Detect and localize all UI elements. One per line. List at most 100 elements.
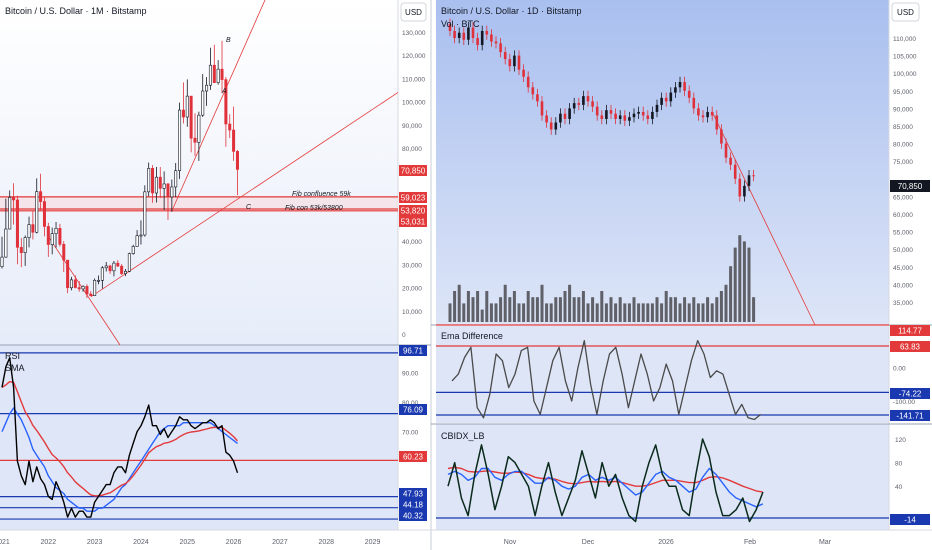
daily-candle-body: [591, 101, 594, 107]
volume-bar: [489, 303, 493, 322]
monthly-candle-body: [54, 228, 58, 234]
volume-bar: [535, 297, 539, 322]
cbidx-y-tick-label: 80: [895, 461, 903, 468]
ema-y-tick-label: -100.00: [893, 399, 915, 406]
annotation-fib-confluence: Fib confluence 59k: [292, 191, 351, 198]
volume-bar: [646, 303, 650, 322]
left-x-tick-label: 2028: [318, 539, 334, 546]
volume-bar: [604, 303, 608, 322]
right-x-tick-label: Mar: [819, 539, 832, 546]
cbidx-y-tick-label: 40: [895, 484, 903, 491]
monthly-candle-body: [158, 176, 162, 189]
left-fib-mid-price: 53,820: [401, 207, 426, 216]
monthly-candle-body: [27, 224, 31, 238]
daily-candle-body: [503, 52, 507, 60]
daily-candle-body: [628, 117, 631, 121]
right-chart-title: Bitcoin / U.S. Dollar · 1D · Bitstamp: [441, 6, 582, 16]
volume-bar: [494, 303, 498, 322]
daily-candle-body: [499, 43, 502, 53]
left-y-tick-label: 130,000: [402, 30, 426, 37]
daily-candle-body: [471, 27, 475, 38]
cbidx-red-ma-line: [447, 466, 764, 493]
monthly-candle-body: [85, 286, 89, 295]
volume-bar: [678, 303, 682, 322]
ema-level-mid: -74.22: [899, 390, 922, 399]
left-fib-lower-price: 53,031: [401, 218, 426, 227]
monthly-candle-body: [166, 183, 170, 198]
daily-candle-body: [517, 55, 521, 70]
monthly-candle-body: [104, 265, 108, 269]
left-y-tick-label: 10,000: [402, 309, 422, 316]
ema-pane-bg: [436, 326, 889, 423]
monthly-candle-body: [42, 201, 46, 227]
right-y-tick-label: 60,000: [893, 212, 913, 219]
daily-candle-body: [476, 38, 479, 46]
right-current-price-box: [890, 180, 930, 192]
volume-bar: [471, 297, 475, 322]
daily-candle-body: [536, 94, 539, 102]
left-currency-button[interactable]: USD: [400, 2, 427, 22]
rsi-level-upper: 76.09: [403, 406, 424, 415]
monthly-candle-body: [185, 95, 189, 118]
monthly-candle-body: [228, 123, 232, 131]
monthly-candle-body: [77, 287, 81, 290]
right-y-tick-label: 95,000: [893, 89, 913, 96]
annotation-point-b: B: [226, 37, 231, 44]
daily-candle-body: [522, 69, 525, 77]
monthly-candle-body: [205, 84, 209, 92]
left-current-price: 70,850: [401, 167, 426, 176]
right-currency-button[interactable]: USD: [891, 2, 920, 22]
volume-bar: [738, 235, 742, 322]
monthly-candle-body: [69, 279, 73, 289]
monthly-candle-body: [112, 262, 116, 272]
daily-candle-body: [531, 87, 535, 95]
monthly-candle-body: [35, 191, 39, 233]
daily-candle-body: [508, 59, 512, 67]
volume-bar: [568, 284, 572, 322]
daily-candle-body: [549, 122, 553, 130]
daily-candle-body: [453, 30, 456, 38]
volume-bar: [609, 297, 613, 322]
cbidx-line: [447, 438, 764, 523]
right-y-tick-label: 40,000: [893, 282, 913, 289]
level-lines-layer: [0, 0, 889, 520]
monthly-candle-body: [197, 114, 201, 143]
daily-candle-body: [720, 129, 723, 144]
volume-bar: [729, 266, 733, 322]
daily-candle-body: [563, 113, 567, 119]
daily-candle-body: [678, 82, 682, 88]
daily-candle-body: [683, 82, 686, 91]
rsi-level-low2: 44.18: [403, 501, 424, 510]
left-fib-upper-price: 59,023: [401, 194, 426, 203]
rsi-level-mid-box: [399, 451, 427, 462]
volume-bar: [549, 303, 553, 322]
daily-candle-body: [554, 122, 558, 130]
left-x-tick-label: 2022: [41, 539, 57, 546]
left-x-tick-label: 2024: [133, 539, 149, 546]
annotation-point-c: C: [246, 204, 252, 211]
volume-bar: [724, 284, 728, 322]
volume-bar: [572, 297, 576, 322]
monthly-candle-body: [66, 259, 70, 289]
monthly-candle-body: [212, 64, 216, 83]
monthly-candle-body: [23, 237, 27, 253]
volume-bar: [595, 303, 599, 322]
monthly-candle-body: [73, 279, 77, 288]
monthly-candle-body: [46, 226, 50, 245]
volume-bar: [466, 291, 470, 322]
cbidx-level-low-box: [890, 514, 930, 525]
monthly-candle-body: [143, 191, 147, 236]
right-y-tick-label: 35,000: [893, 300, 913, 307]
left-currency-label: USD: [405, 8, 422, 17]
volume-bar: [683, 297, 687, 322]
volume-bar: [457, 284, 461, 322]
daily-candle-body: [738, 178, 742, 197]
right-x-tick-label: Nov: [504, 539, 517, 546]
daily-candle-body: [462, 32, 466, 40]
volume-bar: [586, 303, 590, 322]
chart-marks-layer: [0, 18, 764, 523]
volume-bar: [673, 297, 677, 322]
volume-label: Vol · BTC: [441, 19, 480, 29]
volume-bar: [614, 303, 618, 322]
daily-candle-body: [641, 111, 645, 116]
